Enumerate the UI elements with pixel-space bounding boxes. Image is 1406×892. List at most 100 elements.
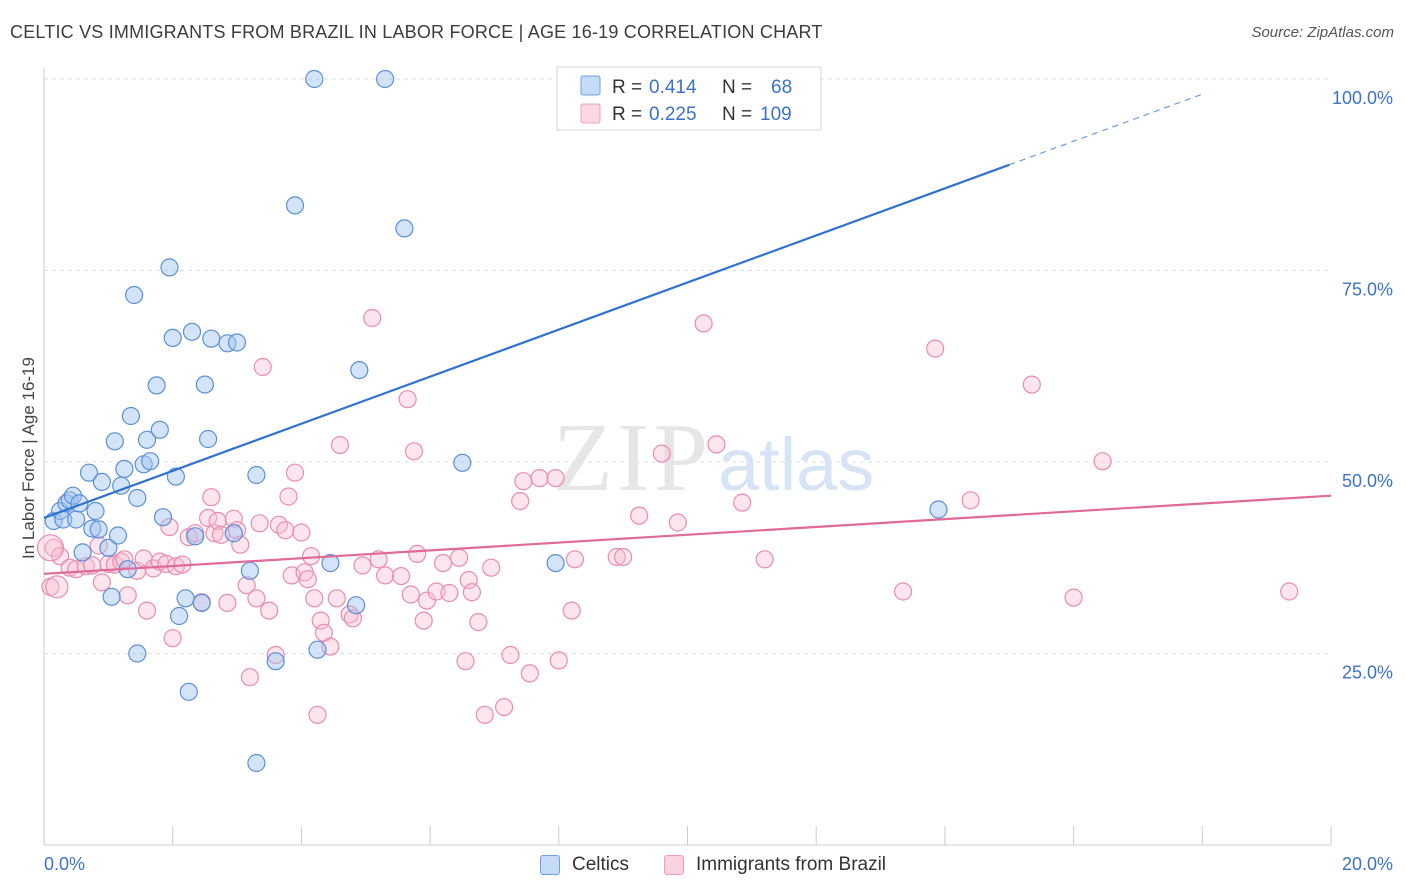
legend-label-brazil: Immigrants from Brazil — [696, 854, 887, 875]
brazil-point — [231, 535, 250, 554]
celtic-point — [83, 519, 102, 538]
brazil-point — [414, 611, 433, 630]
celtic-point — [137, 430, 157, 449]
y-tick-label: 75.0% — [1342, 280, 1393, 300]
celtic-point — [199, 429, 218, 449]
brazil-point — [137, 601, 157, 620]
brazil-point — [733, 493, 752, 512]
source-credit: Source: ZipAtlas.com — [1251, 24, 1394, 41]
celtic-point — [179, 682, 198, 701]
legend-item-celtics[interactable]: Celtics — [540, 854, 629, 876]
gridlines — [44, 78, 1331, 654]
celtic-point — [99, 538, 118, 557]
celtic-point — [153, 508, 173, 527]
brazil-point — [237, 576, 256, 595]
trend-lines — [43, 93, 1332, 575]
celtic-point — [929, 500, 948, 519]
y-tick-label: 25.0% — [1342, 663, 1393, 683]
brazil-point — [501, 645, 520, 665]
brazil-point — [218, 593, 237, 613]
celtic-point — [163, 328, 182, 347]
brazil-point — [482, 558, 501, 577]
stats-r-label-brazil: R = — [612, 104, 642, 125]
celtic-point — [202, 329, 221, 348]
celtic-point — [121, 406, 140, 426]
celtic-point — [115, 459, 134, 478]
brazil-point — [511, 492, 530, 511]
brazil-point — [475, 705, 494, 724]
brazil-point — [450, 548, 469, 567]
celtic-point — [170, 606, 189, 626]
brazil-point — [404, 442, 424, 461]
brazil-point — [520, 664, 539, 683]
celtic-point — [150, 420, 169, 439]
stats-n-label-brazil: N = — [722, 104, 752, 125]
brazil-point — [1093, 452, 1112, 471]
brazil-point — [961, 491, 980, 510]
stats-r-value-brazil: 0.225 — [649, 104, 697, 125]
celtic-point — [266, 652, 285, 671]
celtic-point — [125, 285, 144, 305]
brazil-point — [369, 550, 388, 569]
celtic-point — [128, 488, 147, 508]
brazil-point — [240, 668, 259, 687]
celtic-point — [182, 322, 202, 341]
brazil-point — [285, 463, 305, 482]
celtic-point — [240, 561, 259, 580]
brazil-point — [417, 591, 436, 610]
brazil-point — [495, 697, 514, 717]
brazil-point — [292, 523, 311, 542]
celtic-trend-extension — [1009, 93, 1203, 166]
brazil-point — [926, 339, 945, 358]
celtic-point — [347, 596, 366, 615]
celtic-point — [305, 69, 324, 89]
celtic-point — [321, 553, 340, 573]
stats-swatch-brazil — [580, 103, 601, 124]
legend-label-celtics: Celtics — [572, 854, 630, 875]
brazil-point — [1280, 582, 1299, 601]
brazil-point — [398, 390, 417, 409]
brazil-point — [462, 583, 481, 602]
brazil-point — [1064, 588, 1083, 607]
brazil-point — [224, 509, 243, 528]
brazil-point — [250, 514, 269, 533]
x-tick-label-max: 20.0% — [1342, 854, 1393, 874]
brazil-point — [630, 506, 649, 525]
brazil-point — [549, 651, 568, 670]
celtic-point — [546, 553, 565, 573]
brazil-point — [652, 444, 671, 463]
celtic-point — [224, 524, 243, 543]
celtic-point — [176, 589, 195, 608]
brazil-point — [456, 652, 475, 671]
brazil-point — [260, 601, 279, 620]
watermark-zip: ZIP — [553, 404, 712, 512]
celtic-point — [395, 219, 414, 238]
celtic-point — [67, 510, 86, 529]
y-tick-label: 50.0% — [1342, 471, 1393, 491]
brazil-points — [36, 308, 1299, 724]
brazil-point — [353, 556, 372, 575]
celtic-point — [247, 753, 266, 773]
celtic-point — [89, 520, 108, 539]
brazil-point — [707, 435, 726, 454]
brazil-point — [469, 612, 488, 632]
brazil-point — [298, 570, 317, 589]
brazil-point — [279, 487, 298, 506]
celtic-point — [218, 334, 237, 353]
x-tick-labels: 0.0% 20.0% — [44, 854, 1393, 874]
brazil-point — [668, 513, 687, 532]
celtic-point — [86, 501, 105, 521]
celtic-point — [247, 465, 266, 485]
brazil-point — [118, 586, 137, 605]
celtic-point — [453, 453, 472, 472]
brazil-point — [45, 575, 69, 599]
brazil-point — [562, 601, 581, 620]
stats-legend-box: R = 0.414 N = 68 R = 0.225 N = 109 — [556, 66, 822, 131]
brazil-point — [327, 589, 346, 608]
brazil-point — [440, 583, 459, 603]
legend-item-brazil[interactable]: Immigrants from Brazil — [664, 854, 886, 876]
chart-title: CELTIC VS IMMIGRANTS FROM BRAZIL IN LABO… — [10, 22, 823, 42]
y-tick-labels: 25.0% 50.0% 75.0% 100.0% — [1332, 88, 1393, 683]
brazil-point — [408, 544, 427, 564]
